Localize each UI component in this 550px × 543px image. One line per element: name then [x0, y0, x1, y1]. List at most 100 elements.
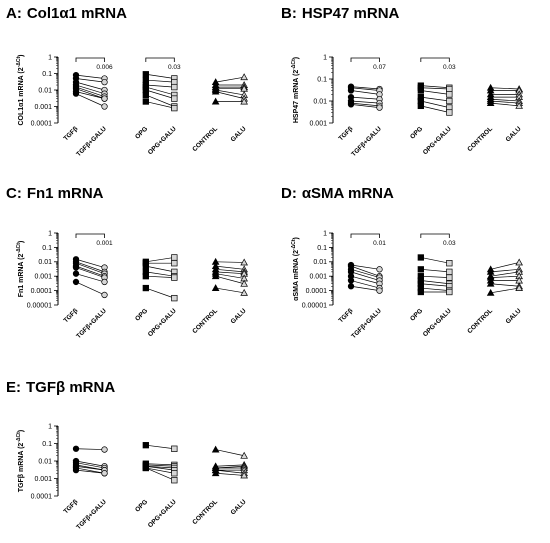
pair-connector-line	[145, 467, 175, 481]
pair-connector-line	[350, 100, 380, 104]
x-category-label: TGFβ	[62, 125, 79, 142]
data-point-triangle	[211, 445, 220, 453]
y-axis-label: αSMA mRNA (2-ΔCt)	[291, 237, 300, 301]
p-value-label: 0.03	[168, 64, 181, 71]
pair-connector-line	[75, 267, 105, 278]
panel-title: A: Col1α1 mRNA	[6, 5, 127, 22]
data-point-triangle	[211, 284, 220, 291]
y-tick-label: 0.0001	[31, 288, 53, 295]
data-point-circle	[72, 445, 80, 452]
pair-connector-line	[145, 275, 175, 278]
pair-connector-line	[490, 100, 520, 104]
x-category-label: CONTROL	[191, 498, 219, 526]
pair-connector-line	[75, 84, 105, 94]
pair-connector-line	[75, 467, 105, 474]
x-category-label: OPG+GALU	[422, 307, 453, 338]
x-category-label: TGFβ	[62, 307, 79, 324]
pair-connector-line	[75, 281, 105, 296]
data-point-square	[171, 445, 178, 452]
data-point-triangle	[240, 279, 248, 287]
data-point-circle	[347, 277, 355, 284]
significance-bracket	[75, 57, 105, 62]
data-point-square	[446, 91, 453, 98]
pair-connector-line	[145, 467, 175, 474]
pair-connector-line	[145, 73, 175, 79]
y-axis-label-main: TGFβ mRNA (2	[18, 443, 25, 493]
panel-2: B: HSP47 mRNA 1 0.1 0.01 0.001 HSP47 mRNA (2-Δ…	[281, 5, 523, 158]
pair-connector-line	[75, 465, 105, 471]
pair-connector-line	[145, 287, 175, 299]
pair-connector-line	[75, 86, 105, 97]
panel-title-text: αSMA mRNA	[302, 185, 394, 202]
data-point-triangle	[240, 258, 248, 266]
data-point-square	[171, 95, 178, 102]
panel-5: E: TGFβ mRNA 1 0.1 0.01 0.001 0.0001 TGFβ mRNA …	[6, 379, 248, 531]
pair-connector-line	[215, 265, 245, 270]
y-axis-label-sup: -ΔCt	[291, 239, 297, 250]
data-point-square	[171, 470, 178, 477]
data-point-square	[417, 87, 424, 94]
data-point-triangle	[211, 469, 220, 477]
data-point-circle	[101, 278, 108, 286]
data-point-triangle	[240, 288, 248, 296]
data-point-square	[417, 266, 424, 273]
significance-bracket	[350, 233, 380, 238]
pair-connector-line	[145, 84, 175, 88]
y-axis-label-sup: -ΔCt	[16, 243, 22, 254]
y-tick-label: 0.00001	[302, 302, 327, 309]
y-tick-label: 1	[48, 423, 52, 430]
x-category-label: OPG	[134, 125, 149, 140]
x-category-label: CONTROL	[466, 307, 494, 335]
y-tick-label: 0.1	[42, 441, 52, 448]
data-point-triangle	[486, 288, 495, 296]
pair-connector-line	[490, 87, 520, 90]
x-category-label: CONTROL	[191, 307, 219, 335]
x-category-label: TGFβ	[62, 498, 79, 515]
y-tick-label: 0.01	[38, 458, 52, 465]
data-point-triangle	[486, 99, 495, 107]
pair-connector-line	[145, 257, 175, 263]
panel-title-text: Col1α1 mRNA	[27, 5, 127, 22]
pair-connector-line	[350, 265, 380, 277]
panel-title: B: HSP47 mRNA	[281, 5, 400, 22]
panel-4: D: αSMA mRNA 1 0.1 0.01 0.001 0.0001 0.00001αSM…	[281, 185, 523, 340]
pair-connector-line	[350, 275, 380, 285]
y-tick-label: 1	[48, 54, 52, 61]
data-point-circle	[347, 283, 355, 290]
y-axis-label-tail: )	[293, 237, 300, 239]
y-axis-label-tail: )	[293, 57, 300, 59]
data-point-square	[171, 294, 178, 302]
pair-connector-line	[420, 280, 450, 285]
pair-connector-line	[490, 262, 520, 270]
pair-connector-line	[490, 271, 520, 277]
pair-connector-line	[145, 89, 175, 99]
data-point-square	[142, 71, 149, 78]
pair-connector-line	[490, 98, 520, 102]
pair-connector-line	[75, 265, 105, 277]
pair-connector-line	[420, 87, 450, 90]
pair-connector-line	[215, 91, 245, 99]
y-axis-label-main: Fn1 mRNA (2	[18, 254, 25, 298]
pair-connector-line	[145, 265, 175, 273]
data-point-circle	[72, 278, 80, 286]
data-point-square	[142, 262, 149, 270]
y-axis-label: TGFβ mRNA (2-ΔCt)	[16, 430, 25, 492]
pair-connector-line	[215, 268, 245, 273]
data-point-square	[417, 102, 424, 110]
x-category-label: GALU	[230, 125, 248, 143]
pair-connector-line	[350, 285, 380, 291]
data-point-square	[142, 442, 149, 449]
x-category-label: OPG+GALU	[422, 125, 453, 156]
pair-connector-line	[145, 101, 175, 109]
p-value-label: 0.001	[96, 240, 113, 247]
pair-connector-line	[145, 464, 175, 467]
pair-connector-line	[75, 273, 105, 283]
data-point-triangle	[240, 73, 248, 81]
pair-connector-line	[420, 100, 450, 108]
x-category-label: OPG+GALU	[147, 498, 178, 529]
pair-connector-line	[350, 90, 380, 95]
pair-connector-line	[215, 271, 245, 275]
pair-connector-line	[75, 78, 105, 83]
y-tick-label: 1	[48, 230, 52, 237]
data-point-square	[446, 97, 453, 105]
